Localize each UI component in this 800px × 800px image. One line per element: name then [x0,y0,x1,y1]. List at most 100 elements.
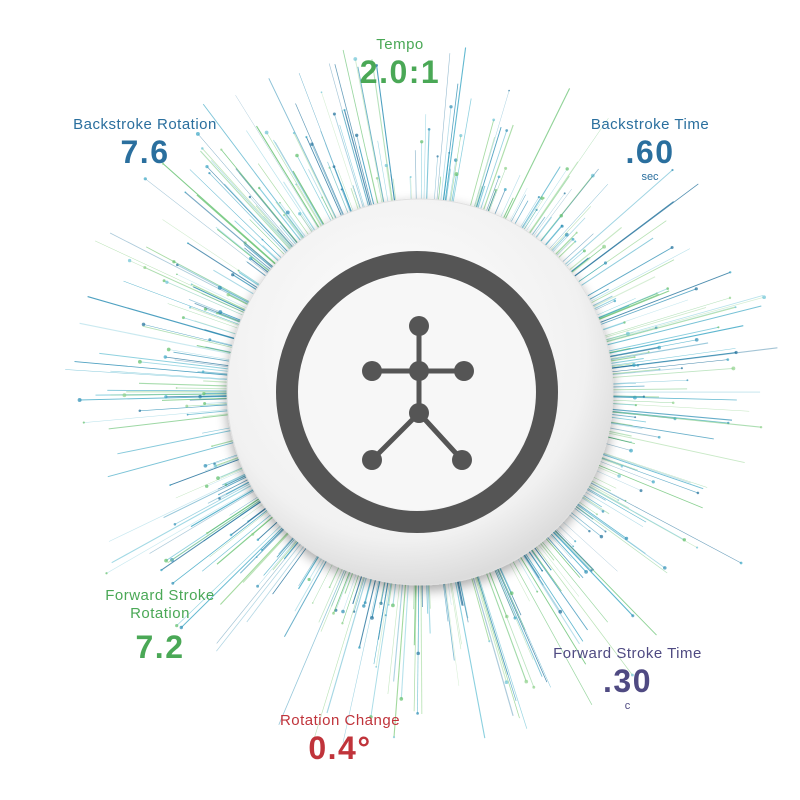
burst-dot [283,214,285,216]
forward-stroke-rotation-metric: Forward Stroke Rotation 7.2 [70,587,250,665]
burst-dot [311,602,314,604]
burst-dot [613,299,617,303]
burst-dot [375,665,378,668]
burst-dot [341,609,345,614]
burst-dot [169,484,172,487]
backstroke-time-metric: Backstroke Time .60 sec [560,116,740,184]
burst-dot [540,196,544,200]
burst-dot [258,186,261,190]
burst-dot [204,484,209,488]
burst-dot [759,426,763,429]
burst-dot [602,244,607,249]
burst-dot [574,540,577,543]
burst-dot [190,283,193,286]
burst-dot [279,201,281,204]
burst-dot [185,404,189,408]
burst-dot [647,351,650,353]
burst-dot [599,534,604,539]
burst-dot [179,625,184,630]
burst-dot [175,387,178,389]
burst-dot [332,611,335,615]
burst-dot [504,166,508,170]
burst-dot [343,108,346,112]
burst-dot [601,510,605,513]
burst-dot [399,697,404,701]
burst-dot [734,306,737,309]
burst-dot [251,532,255,536]
burst-dot [328,586,331,589]
burst-dot [617,474,621,478]
burst-dot [298,212,302,216]
burst-dot [141,322,146,327]
burst-dot [631,614,635,618]
burst-dot [505,614,509,619]
burst-dot [369,715,373,719]
forward-stroke-time-unit: c [624,700,631,712]
burst-dot [728,296,732,300]
burst-dot [358,646,361,649]
burst-dot [175,624,179,628]
burst-dot [176,273,178,276]
burst-dot [295,183,297,186]
burst-dot [305,135,308,139]
burst-dot [671,401,675,405]
burst-dot [77,398,82,402]
burst-dot [226,292,231,297]
burst-dot [332,165,336,168]
burst-dot [536,590,539,593]
burst-dot [671,168,674,172]
stick-figure-icon [362,316,474,470]
burst-dot [163,355,167,359]
burst-dot [216,476,220,480]
burst-dot [560,224,563,227]
burst-dot [355,133,359,137]
burst-dot [164,395,168,399]
burst-dot [574,240,577,243]
burst-dot [416,712,419,715]
burst-dot [391,603,395,608]
burst-dot [260,548,264,552]
burst-dot [632,363,636,367]
burst-dot [624,536,629,541]
burst-dot [217,285,222,290]
burst-dot [176,263,179,267]
burst-dot [171,581,175,585]
burst-dot [160,568,163,572]
burst-dot [629,448,633,453]
burst-dot [508,89,510,92]
burst-dot [127,258,132,263]
burst-dot [161,162,165,165]
backstroke-rotation-metric: Backstroke Rotation 7.6 [40,116,250,170]
rotation-change-value: 0.4° [308,730,372,766]
burst-dot [203,402,207,405]
burst-dot [205,531,209,535]
rotation-change-label: Rotation Change [279,712,401,729]
burst-dot [203,463,208,468]
burst-dot [143,177,147,181]
burst-dot [173,523,177,526]
burst-dot [634,416,637,419]
forward-stroke-rotation-label-line2: Rotation [130,605,190,622]
rotation-change-metric: Rotation Change 0.4° [250,712,430,766]
burst-dot [295,153,299,158]
forward-stroke-time-value: .30 [603,663,652,699]
burst-dot [571,237,575,241]
burst-dot [563,192,566,195]
burst-dot [363,601,367,605]
burst-dot [559,214,564,218]
burst-dot [726,358,730,361]
burst-dot [696,491,700,495]
tempo-label: Tempo [376,36,424,53]
burst-dot [375,177,379,180]
burst-dot [307,577,311,582]
burst-dot [634,403,638,407]
burst-dot [686,379,689,382]
burst-dot [651,480,655,484]
burst-dot [639,489,643,493]
backstroke-time-unit: sec [641,171,659,183]
burst-dot [172,260,176,264]
burst-dot [137,359,142,364]
backstroke-time-label: Backstroke Time [590,116,710,133]
burst-dot [320,91,323,94]
burst-dot [625,331,630,336]
